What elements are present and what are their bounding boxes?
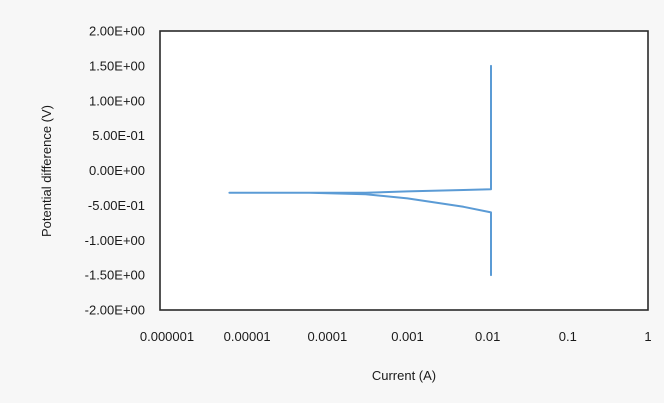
x-tick-label: 0.01 <box>475 329 500 344</box>
y-tick-label: 5.00E-01 <box>92 128 145 143</box>
x-tick-label: 0.0001 <box>307 329 347 344</box>
y-axis-title: Potential difference (V) <box>39 105 54 237</box>
plot-border <box>159 30 649 311</box>
y-tick-labels: 2.00E+00 1.50E+00 1.00E+00 5.00E-01 0.00E+00… <box>85 24 145 318</box>
x-tick-label: 0.00001 <box>224 329 271 344</box>
series-line <box>228 64 492 277</box>
y-tick-label: -1.00E+00 <box>85 233 145 248</box>
x-tick-label: 0.001 <box>391 329 424 344</box>
y-tick-label: -5.00E-01 <box>88 198 145 213</box>
x-tick-label: 1 <box>644 329 651 344</box>
y-tick-label: -1.50E+00 <box>85 268 145 283</box>
y-tick-label: 1.50E+00 <box>89 58 145 73</box>
x-tick-label: 0.000001 <box>140 329 194 344</box>
y-tick-label: 2.00E+00 <box>89 24 145 39</box>
x-axis-title: Current (A) <box>372 368 436 383</box>
x-tick-labels: 0.000001 0.00001 0.0001 0.001 0.01 0.1 1 <box>140 329 652 344</box>
y-tick-label: -2.00E+00 <box>85 303 145 318</box>
y-tick-label: 1.00E+00 <box>89 93 145 108</box>
series-layer <box>228 64 492 277</box>
x-tick-label: 0.1 <box>559 329 577 344</box>
y-tick-label: 0.00E+00 <box>89 163 145 178</box>
